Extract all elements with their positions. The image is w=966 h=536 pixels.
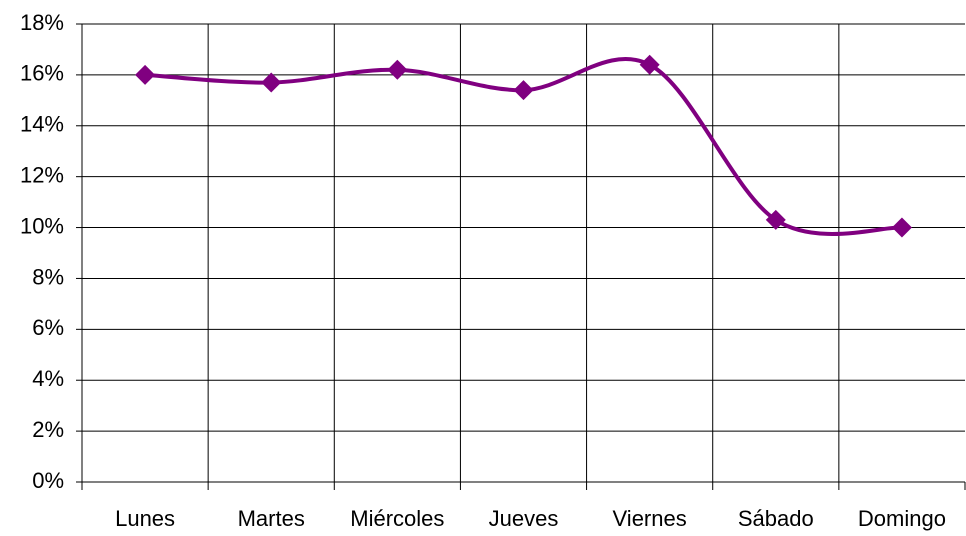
y-tick-label: 0% xyxy=(32,468,64,493)
x-tick-label: Martes xyxy=(238,506,305,531)
x-tick-label: Miércoles xyxy=(350,506,444,531)
marker xyxy=(261,72,282,93)
x-tick-label: Sábado xyxy=(738,506,814,531)
y-tick-label: 10% xyxy=(20,213,64,238)
marker xyxy=(387,59,408,80)
y-tick-label: 18% xyxy=(20,10,64,35)
y-tick-label: 4% xyxy=(32,366,64,391)
marker xyxy=(891,217,912,238)
x-tick-label: Jueves xyxy=(489,506,559,531)
x-tick-label: Lunes xyxy=(115,506,175,531)
y-tick-label: 12% xyxy=(20,162,64,187)
marker xyxy=(765,209,786,230)
marker xyxy=(135,64,156,85)
y-tick-label: 14% xyxy=(20,112,64,137)
marker xyxy=(639,54,660,75)
y-tick-label: 2% xyxy=(32,417,64,442)
y-tick-label: 16% xyxy=(20,61,64,86)
marker xyxy=(513,80,534,101)
y-tick-label: 8% xyxy=(32,264,64,289)
x-tick-label: Domingo xyxy=(858,506,946,531)
x-tick-label: Viernes xyxy=(613,506,687,531)
y-tick-label: 6% xyxy=(32,315,64,340)
